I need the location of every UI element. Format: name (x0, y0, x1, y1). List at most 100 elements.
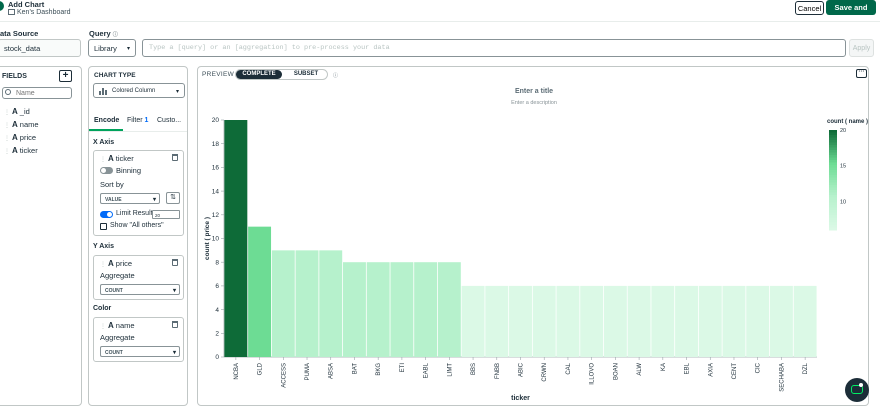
drag-handle-icon[interactable]: ⋮ (100, 324, 106, 330)
color-aggregate-value: COUNT (105, 349, 123, 356)
chart-canvas: 0 2 4 6 8 10 12 14 16 18 20 NCBA GLD ACCESS PUMA ABSA BA… (204, 117, 868, 402)
legend-gradient-segment (829, 212, 837, 216)
binning-toggle[interactable] (100, 167, 113, 174)
legend-gradient-segment (829, 145, 837, 148)
active-tab-indicator (89, 129, 123, 131)
top-bar: Add Chart Ken's Dashboard Cancel Save an… (0, 0, 880, 22)
chart-title-input[interactable]: Enter a title (514, 88, 554, 95)
trash-icon[interactable] (172, 321, 178, 328)
chart-type-label: CHART TYPE (94, 72, 136, 79)
trash-icon[interactable] (172, 259, 178, 266)
x-tick-label: EABL (424, 362, 430, 378)
add-field-button[interactable]: + (59, 70, 72, 82)
bar (580, 285, 604, 357)
limit-value: 20 (155, 212, 161, 218)
chart-type-select[interactable]: Colored Column ▾ (93, 83, 185, 98)
bar (248, 226, 272, 357)
bar (722, 285, 746, 357)
chart-description-input[interactable]: Enter a description (511, 100, 557, 106)
chevron-down-icon: ▾ (172, 288, 176, 294)
color-aggregate-select[interactable]: COUNT ▾ (100, 346, 180, 357)
show-others-checkbox[interactable] (100, 223, 107, 230)
tab-customize[interactable]: Custo... (157, 117, 182, 124)
x-tick-label: CENT (732, 363, 738, 380)
drag-handle-icon[interactable]: ⋮ (100, 262, 106, 268)
subset-option[interactable]: SUBSET (293, 71, 319, 77)
info-icon[interactable]: ⓘ (112, 32, 118, 38)
tabs-divider (89, 131, 187, 132)
legend-gradient-segment (829, 222, 837, 226)
x-tick-label: ABSA (329, 363, 335, 379)
sort-direction-button[interactable]: ⇅ (166, 192, 180, 204)
library-select[interactable]: Library ▾ (88, 39, 136, 57)
bar (343, 262, 366, 357)
y-tick-label: 0 (215, 354, 219, 361)
bar (651, 285, 675, 357)
drag-handle-icon[interactable]: ⋮ (4, 136, 10, 142)
x-tick-label: DZL (803, 362, 809, 374)
field-name: ticker (19, 146, 38, 155)
tab-encode[interactable]: Encode (94, 117, 120, 124)
more-icon[interactable]: ··· (856, 69, 867, 78)
x-tick-label: CAL (566, 362, 572, 374)
grid-icon (8, 9, 15, 15)
color-field-name: name (115, 321, 135, 330)
breadcrumb[interactable]: Ken's Dashboard (8, 9, 70, 16)
sort-by-select[interactable]: VALUE ▾ (100, 193, 160, 204)
query-input[interactable] (142, 39, 846, 57)
x-axis-title: X Axis (93, 139, 115, 146)
x-tick-label: BAT (352, 363, 358, 375)
save-button[interactable]: Save and (826, 0, 876, 15)
y-aggregate-value: COUNT (105, 287, 123, 294)
x-tick-label: ETI (400, 363, 406, 373)
x-tick-label: CIC (756, 362, 762, 373)
drag-handle-icon[interactable]: ⋮ (4, 149, 10, 155)
field-type-icon: A (108, 259, 114, 268)
tab-filter[interactable]: Filter 1 (127, 117, 148, 124)
field-item-id[interactable]: ⋮ A _id (4, 107, 30, 116)
x-tick-label: FNBB (495, 363, 501, 379)
y-tick-label: 14 (212, 188, 220, 195)
bar (532, 285, 556, 357)
legend-gradient-segment (829, 170, 837, 173)
apply-button[interactable]: Apply (849, 39, 874, 57)
info-icon[interactable]: ⓘ (333, 73, 339, 79)
show-others-label: Show "All others" (110, 222, 164, 229)
drag-handle-icon[interactable]: ⋮ (4, 123, 10, 129)
drag-handle-icon[interactable]: ⋮ (100, 157, 106, 163)
complete-option[interactable]: COMPLETE (236, 70, 282, 79)
color-aggregate-label: Aggregate (100, 333, 135, 342)
field-name: _id (19, 107, 30, 116)
field-type-icon: A (12, 107, 18, 116)
field-name: name (19, 120, 39, 129)
y-tick-label: 4 (215, 307, 219, 314)
bar (793, 285, 817, 357)
limit-input[interactable]: 20 (152, 210, 180, 219)
bar (366, 262, 390, 357)
y-axis-title: count ( price ) (204, 217, 211, 260)
sample-mode-toggle[interactable]: COMPLETE SUBSET (235, 69, 328, 80)
cancel-button[interactable]: Cancel (795, 1, 824, 15)
x-tick-label: BKG (376, 363, 382, 376)
legend-gradient-segment (829, 185, 837, 188)
bar (769, 285, 793, 357)
legend-gradient-segment (829, 225, 837, 228)
fields-title: FIELDS (2, 73, 27, 80)
bar (295, 250, 319, 357)
bar (319, 250, 343, 357)
limit-toggle[interactable] (100, 211, 113, 218)
drag-handle-icon[interactable]: ⋮ (4, 110, 10, 116)
chat-icon[interactable] (845, 378, 869, 402)
field-search-input[interactable] (2, 87, 72, 99)
legend-gradient-segment (829, 152, 837, 156)
y-aggregate-select[interactable]: COUNT ▾ (100, 284, 180, 295)
x-axis-title: ticker (511, 395, 530, 402)
trash-icon[interactable] (172, 154, 178, 161)
data-source-field[interactable]: stock_data (0, 39, 81, 57)
